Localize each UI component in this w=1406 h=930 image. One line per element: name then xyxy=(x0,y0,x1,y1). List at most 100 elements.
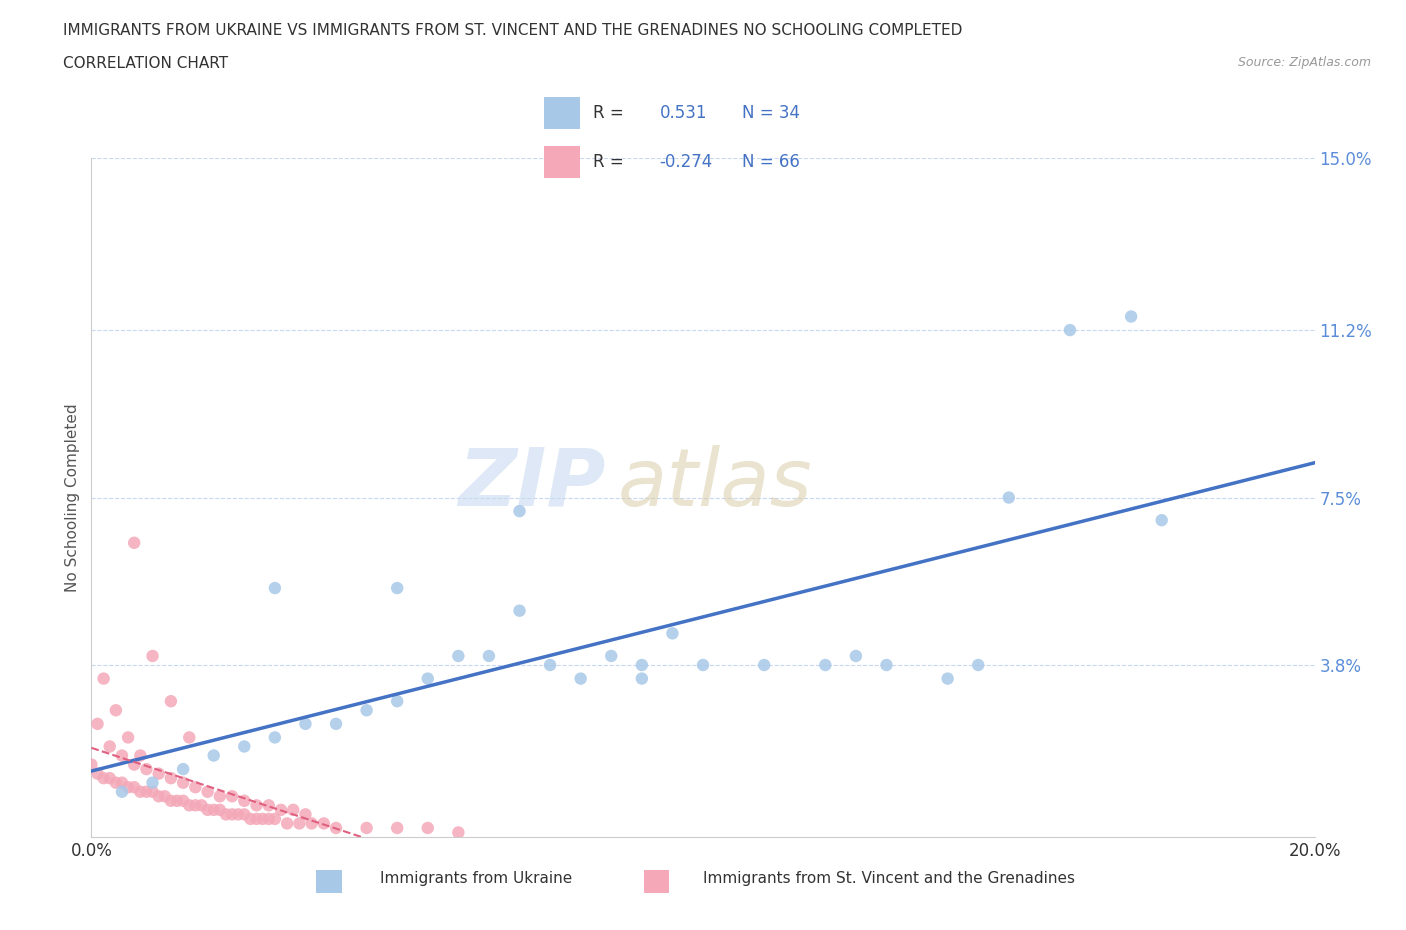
Point xyxy=(179,798,201,813)
Point xyxy=(385,580,409,595)
Point xyxy=(276,816,298,830)
Point xyxy=(569,671,592,686)
Point xyxy=(148,789,170,804)
Point xyxy=(233,739,256,754)
Point xyxy=(385,694,409,709)
Point xyxy=(257,798,280,813)
Point xyxy=(356,820,378,835)
Point xyxy=(325,820,347,835)
Point xyxy=(478,648,501,663)
Point xyxy=(172,762,194,777)
Point xyxy=(104,776,127,790)
Point xyxy=(264,812,287,827)
Point xyxy=(245,798,267,813)
Point xyxy=(233,793,256,808)
Point xyxy=(288,816,311,830)
Point xyxy=(202,748,225,763)
Text: Immigrants from St. Vincent and the Grenadines: Immigrants from St. Vincent and the Gren… xyxy=(703,871,1076,886)
Point xyxy=(141,776,163,790)
Text: Immigrants from Ukraine: Immigrants from Ukraine xyxy=(380,871,572,886)
Point xyxy=(98,771,121,786)
Point xyxy=(160,694,183,709)
Point xyxy=(301,816,323,830)
Point xyxy=(538,658,561,672)
Point xyxy=(104,703,127,718)
Point xyxy=(264,580,287,595)
Point xyxy=(1059,323,1081,338)
Text: atlas: atlas xyxy=(617,445,813,523)
Y-axis label: No Schooling Completed: No Schooling Completed xyxy=(65,404,80,591)
Point xyxy=(117,779,139,794)
Point xyxy=(1150,512,1173,527)
Point xyxy=(257,812,280,827)
Point xyxy=(86,766,108,781)
Point xyxy=(153,789,176,804)
Point xyxy=(998,490,1021,505)
Text: -0.274: -0.274 xyxy=(659,153,713,171)
Point xyxy=(356,703,378,718)
Point xyxy=(631,671,654,686)
FancyBboxPatch shape xyxy=(544,97,581,128)
Text: ZIP: ZIP xyxy=(458,445,605,523)
Point xyxy=(129,748,152,763)
Point xyxy=(197,784,219,799)
Point xyxy=(221,789,243,804)
Point xyxy=(245,812,267,827)
Point xyxy=(416,820,439,835)
Point xyxy=(215,807,238,822)
Point xyxy=(1121,309,1143,324)
Point xyxy=(264,730,287,745)
Point xyxy=(80,757,103,772)
Point xyxy=(447,648,470,663)
Point xyxy=(294,716,316,731)
Point xyxy=(93,771,115,786)
Point xyxy=(692,658,714,672)
Point xyxy=(325,716,347,731)
Point xyxy=(283,803,305,817)
Point xyxy=(416,671,439,686)
Point xyxy=(166,793,188,808)
Point xyxy=(122,779,145,794)
Point xyxy=(509,604,531,618)
Point xyxy=(202,803,225,817)
Point xyxy=(172,793,194,808)
Point xyxy=(141,784,163,799)
Point xyxy=(631,658,654,672)
Text: R =: R = xyxy=(593,153,624,171)
Point xyxy=(875,658,898,672)
Point xyxy=(148,766,170,781)
Text: CORRELATION CHART: CORRELATION CHART xyxy=(63,56,228,71)
Point xyxy=(160,771,183,786)
Point xyxy=(93,671,115,686)
Point xyxy=(117,730,139,745)
Point xyxy=(122,757,145,772)
Point xyxy=(270,803,292,817)
Point xyxy=(754,658,776,672)
Point xyxy=(111,748,134,763)
Point xyxy=(967,658,990,672)
Point xyxy=(312,816,335,830)
Point xyxy=(226,807,249,822)
Text: Source: ZipAtlas.com: Source: ZipAtlas.com xyxy=(1237,56,1371,69)
Point xyxy=(172,776,194,790)
Point xyxy=(160,793,183,808)
Text: N = 34: N = 34 xyxy=(742,103,800,122)
Point xyxy=(111,776,134,790)
Point xyxy=(135,762,157,777)
Text: 0.531: 0.531 xyxy=(659,103,707,122)
Text: IMMIGRANTS FROM UKRAINE VS IMMIGRANTS FROM ST. VINCENT AND THE GRENADINES NO SCH: IMMIGRANTS FROM UKRAINE VS IMMIGRANTS FR… xyxy=(63,23,963,38)
Point xyxy=(179,730,201,745)
Point xyxy=(447,825,470,840)
Point xyxy=(294,807,316,822)
Point xyxy=(233,807,256,822)
Point xyxy=(221,807,243,822)
Point xyxy=(197,803,219,817)
Point xyxy=(661,626,683,641)
Point xyxy=(814,658,837,672)
Point xyxy=(208,789,231,804)
Point xyxy=(184,798,207,813)
Point xyxy=(129,784,152,799)
Point xyxy=(190,798,212,813)
FancyBboxPatch shape xyxy=(544,146,581,178)
Point xyxy=(239,812,262,827)
